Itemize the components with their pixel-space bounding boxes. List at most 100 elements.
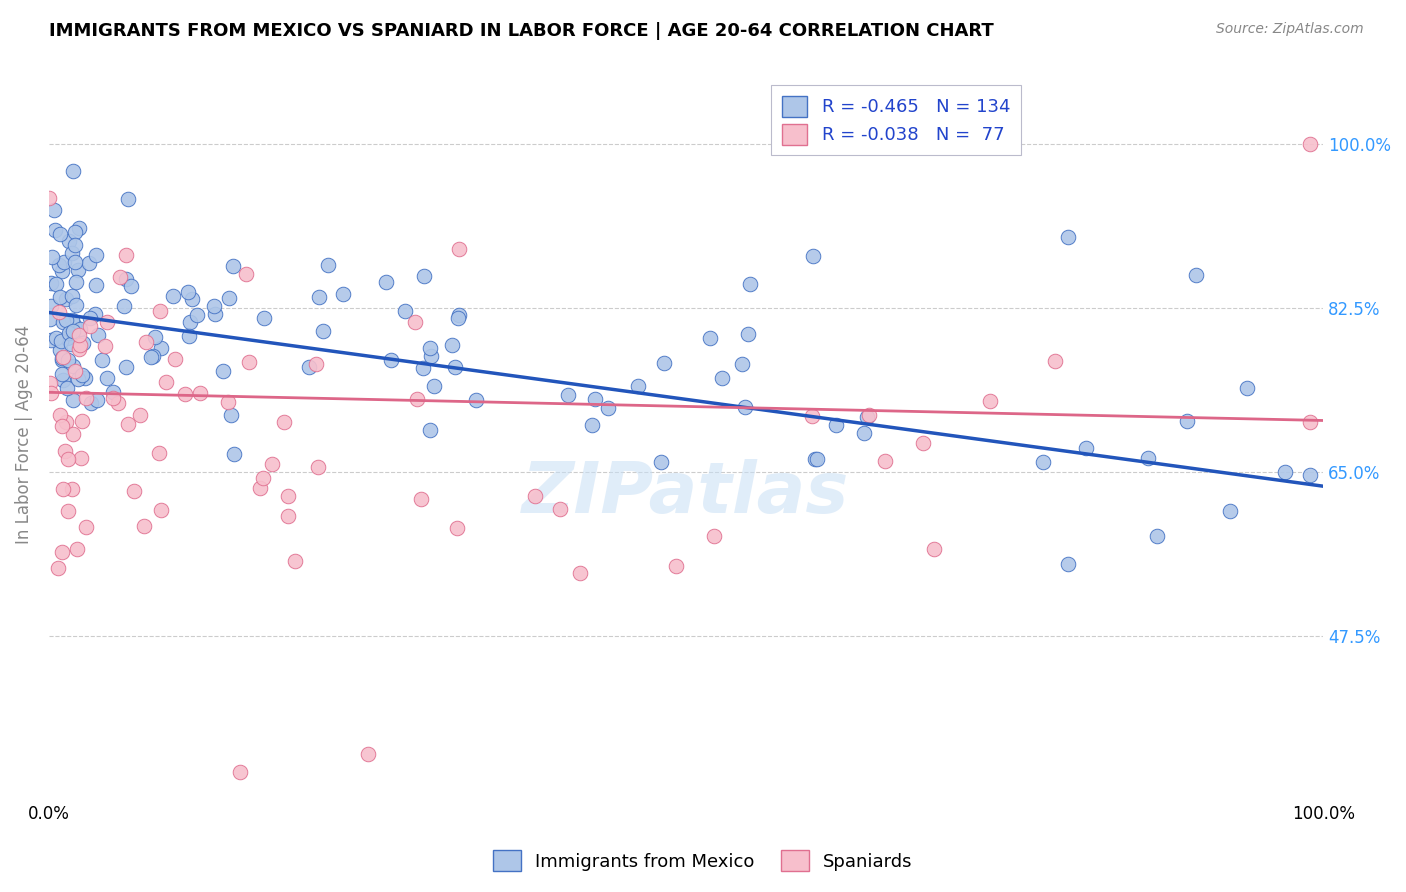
- Point: [174, 386, 197, 401]
- Point: [163, 352, 186, 367]
- Point: [627, 379, 650, 393]
- Point: [188, 386, 211, 401]
- Point: [307, 460, 329, 475]
- Point: [260, 458, 283, 472]
- Point: [703, 528, 725, 542]
- Point: [375, 275, 398, 289]
- Point: [273, 415, 295, 429]
- Point: [731, 358, 754, 372]
- Point: [557, 388, 579, 402]
- Point: [224, 447, 246, 461]
- Point: [49, 227, 72, 241]
- Point: [419, 342, 441, 356]
- Point: [922, 541, 945, 556]
- Point: [49, 343, 72, 357]
- Point: [103, 385, 125, 400]
- Point: [1057, 230, 1080, 244]
- Point: [39, 299, 62, 313]
- Point: [148, 446, 170, 460]
- Point: [55, 292, 77, 306]
- Point: [219, 409, 242, 423]
- Point: [222, 260, 245, 274]
- Point: [979, 393, 1001, 408]
- Point: [83, 307, 105, 321]
- Point: [117, 417, 139, 432]
- Legend: Immigrants from Mexico, Spaniards: Immigrants from Mexico, Spaniards: [486, 843, 920, 879]
- Point: [149, 304, 172, 318]
- Point: [62, 393, 84, 408]
- Point: [150, 502, 173, 516]
- Point: [72, 368, 94, 382]
- Point: [524, 489, 547, 503]
- Point: [142, 350, 165, 364]
- Point: [63, 238, 86, 252]
- Point: [107, 396, 129, 410]
- Point: [444, 359, 467, 374]
- Point: [179, 315, 201, 329]
- Point: [69, 322, 91, 336]
- Point: [91, 353, 114, 368]
- Point: [229, 765, 252, 780]
- Point: [96, 371, 118, 385]
- Point: [1184, 268, 1206, 282]
- Point: [1043, 354, 1066, 368]
- Point: [67, 262, 90, 277]
- Point: [41, 250, 63, 264]
- Point: [155, 376, 177, 390]
- Point: [447, 308, 470, 322]
- Point: [583, 392, 606, 406]
- Point: [62, 324, 84, 338]
- Point: [277, 508, 299, 523]
- Point: [39, 385, 62, 400]
- Point: [67, 342, 90, 356]
- Point: [55, 313, 77, 327]
- Y-axis label: In Labor Force | Age 20-64: In Labor Force | Age 20-64: [15, 325, 32, 544]
- Point: [56, 451, 79, 466]
- Point: [141, 350, 163, 364]
- Point: [186, 308, 208, 322]
- Point: [63, 364, 86, 378]
- Point: [912, 436, 935, 450]
- Point: [51, 419, 73, 434]
- Point: [238, 355, 260, 369]
- Point: [65, 298, 87, 312]
- Point: [380, 352, 402, 367]
- Point: [179, 329, 201, 343]
- Point: [569, 566, 592, 581]
- Point: [181, 292, 204, 306]
- Point: [308, 290, 330, 304]
- Point: [112, 299, 135, 313]
- Point: [75, 392, 97, 406]
- Point: [1299, 136, 1322, 151]
- Point: [825, 418, 848, 433]
- Point: [404, 315, 426, 329]
- Point: [1299, 415, 1322, 429]
- Point: [49, 334, 72, 348]
- Point: [53, 444, 76, 458]
- Point: [548, 501, 571, 516]
- Point: [412, 361, 434, 376]
- Point: [79, 319, 101, 334]
- Point: [56, 331, 79, 345]
- Point: [60, 336, 83, 351]
- Point: [441, 337, 464, 351]
- Point: [114, 272, 136, 286]
- Point: [1175, 414, 1198, 428]
- Point: [873, 454, 896, 468]
- Point: [356, 747, 378, 761]
- Point: [93, 338, 115, 352]
- Point: [446, 521, 468, 535]
- Point: [62, 359, 84, 373]
- Point: [1299, 468, 1322, 483]
- Point: [45, 331, 67, 345]
- Point: [66, 371, 89, 385]
- Point: [305, 357, 328, 371]
- Point: [665, 558, 688, 573]
- Point: [62, 427, 84, 442]
- Point: [84, 248, 107, 262]
- Point: [72, 335, 94, 350]
- Point: [204, 307, 226, 321]
- Point: [598, 401, 620, 416]
- Point: [316, 258, 339, 272]
- Point: [49, 408, 72, 422]
